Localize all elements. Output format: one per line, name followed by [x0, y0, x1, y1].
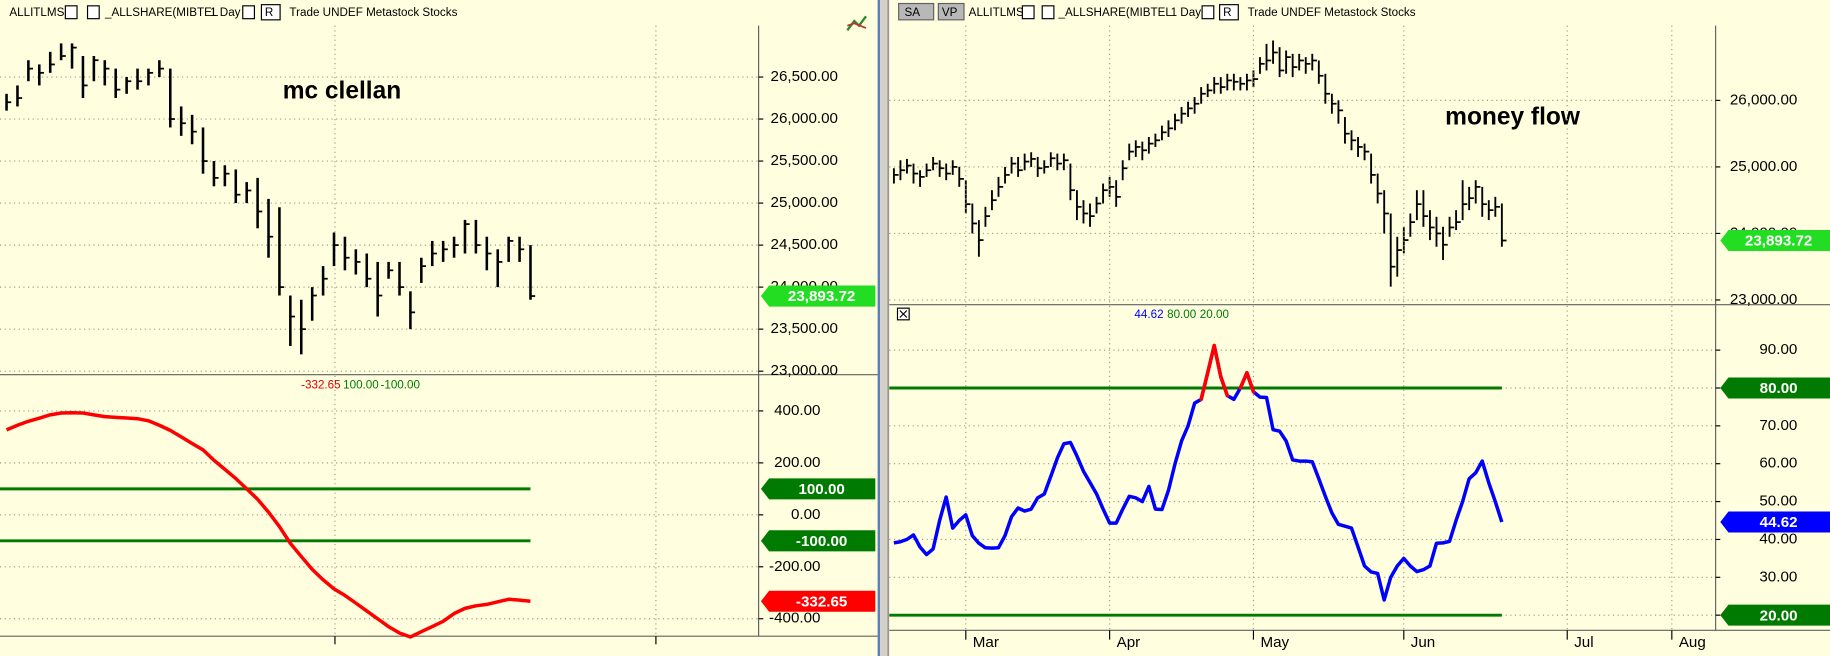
level-label-box — [760, 530, 876, 552]
last-value-label: 44.62 — [1760, 514, 1798, 531]
x-tick-label: Jul — [1574, 634, 1593, 651]
y-tick-label: 60.00 — [1759, 455, 1797, 472]
overbought-segment — [1199, 371, 1210, 402]
overbought-segment — [1205, 343, 1216, 375]
info: Trade UNDEF Metastock Stocks — [289, 6, 457, 19]
y-tick-label: 25,500.00 — [771, 152, 838, 169]
level-label: 100.00 — [798, 481, 844, 498]
dropdown[interactable] — [1201, 5, 1215, 20]
last-value-label-box — [760, 590, 876, 612]
overbought-segment — [1219, 374, 1230, 398]
y-tick-label: 24,500.00 — [771, 236, 838, 253]
overbought-segment — [1245, 371, 1256, 394]
period: 1 Day — [1171, 6, 1202, 19]
y-tick-label: 23,500.00 — [771, 320, 838, 337]
last-value: -332.65 — [301, 378, 341, 391]
symbol: ALLITLMS — [9, 6, 64, 19]
y-tick-label: 30.00 — [1759, 568, 1797, 585]
last-value-label-box — [760, 285, 876, 307]
button[interactable] — [937, 2, 965, 21]
y-tick-label: 40.00 — [1759, 530, 1797, 547]
dropdown[interactable] — [242, 5, 256, 20]
button[interactable] — [898, 2, 935, 21]
last-value-label-box — [1720, 511, 1830, 533]
last-value-label: 23,893.72 — [1745, 233, 1812, 250]
button[interactable] — [260, 4, 281, 21]
y-tick-label: -200.00 — [769, 558, 820, 575]
x-tick-label: Mar — [973, 634, 999, 651]
y-tick-label: 90.00 — [1759, 341, 1797, 358]
last-value: 44.62 — [1134, 308, 1163, 321]
level-label: 80.00 — [1760, 380, 1798, 397]
y-tick-label: 25,000.00 — [771, 194, 838, 211]
level-label: 20.00 — [1760, 607, 1798, 624]
y-tick-label: 23,000.00 — [1730, 291, 1797, 308]
dropdown[interactable] — [1041, 5, 1055, 20]
level-label-box — [1720, 377, 1830, 399]
dropdown[interactable] — [86, 5, 100, 20]
symbol: ALLITLMS — [969, 6, 1024, 19]
close-icon[interactable] — [899, 310, 908, 318]
y-tick-label: 26,500.00 — [771, 68, 838, 85]
button-label[interactable]: R — [265, 6, 273, 19]
y-tick-label: 200.00 — [774, 454, 820, 471]
level-value: -100.00 — [380, 378, 420, 391]
x-tick-label: Apr — [1117, 634, 1141, 651]
y-tick-label: 26,000.00 — [771, 110, 838, 127]
dropdown[interactable] — [64, 5, 78, 20]
level-label: -100.00 — [796, 533, 847, 550]
x-tick-label: Aug — [1679, 634, 1706, 651]
indicator-line — [893, 343, 1504, 602]
chart-icon[interactable] — [847, 22, 867, 29]
level-label-box — [1720, 604, 1830, 626]
y-tick-label: 25,000.00 — [1730, 158, 1797, 175]
indicator-line — [5, 410, 531, 639]
level-value: 100.00 — [343, 378, 379, 391]
y-tick-label: 23,000.00 — [771, 362, 838, 379]
chart-title: money flow — [1445, 103, 1581, 130]
level-value: 80.00 — [1167, 308, 1197, 321]
button[interactable] — [1219, 4, 1239, 21]
security: _ALLSHARE(MIBTEL — [104, 6, 219, 19]
security: _ALLSHARE(MIBTEL — [1058, 6, 1173, 19]
last-value-label: 23,893.72 — [788, 288, 855, 305]
level-value: 20.00 — [1200, 308, 1230, 321]
y-tick-label: 400.00 — [774, 402, 820, 419]
y-tick-label: 70.00 — [1759, 417, 1797, 434]
info: Trade UNDEF Metastock Stocks — [1248, 6, 1416, 19]
button-label[interactable]: SA — [904, 6, 920, 19]
button-label[interactable]: R — [1223, 6, 1231, 19]
window-separator — [877, 0, 890, 656]
dropdown[interactable] — [1021, 5, 1035, 20]
button-label[interactable]: VP — [942, 6, 958, 19]
y-tick-label: -400.00 — [769, 610, 820, 627]
y-tick-label: 50.00 — [1759, 493, 1797, 510]
chart-title: mc clellan — [283, 78, 401, 105]
period: 1 Day — [210, 6, 241, 19]
overbought-segment — [1238, 371, 1249, 390]
x-tick-label: May — [1260, 634, 1289, 651]
x-tick-label: Jun — [1411, 634, 1435, 651]
last-value-label-box — [1720, 230, 1830, 252]
last-value-label: -332.65 — [796, 593, 847, 610]
overbought-segment — [1212, 343, 1223, 379]
y-tick-label: 26,000.00 — [1730, 91, 1797, 108]
y-tick-label: 0.00 — [791, 506, 820, 523]
level-label-box — [760, 478, 876, 500]
